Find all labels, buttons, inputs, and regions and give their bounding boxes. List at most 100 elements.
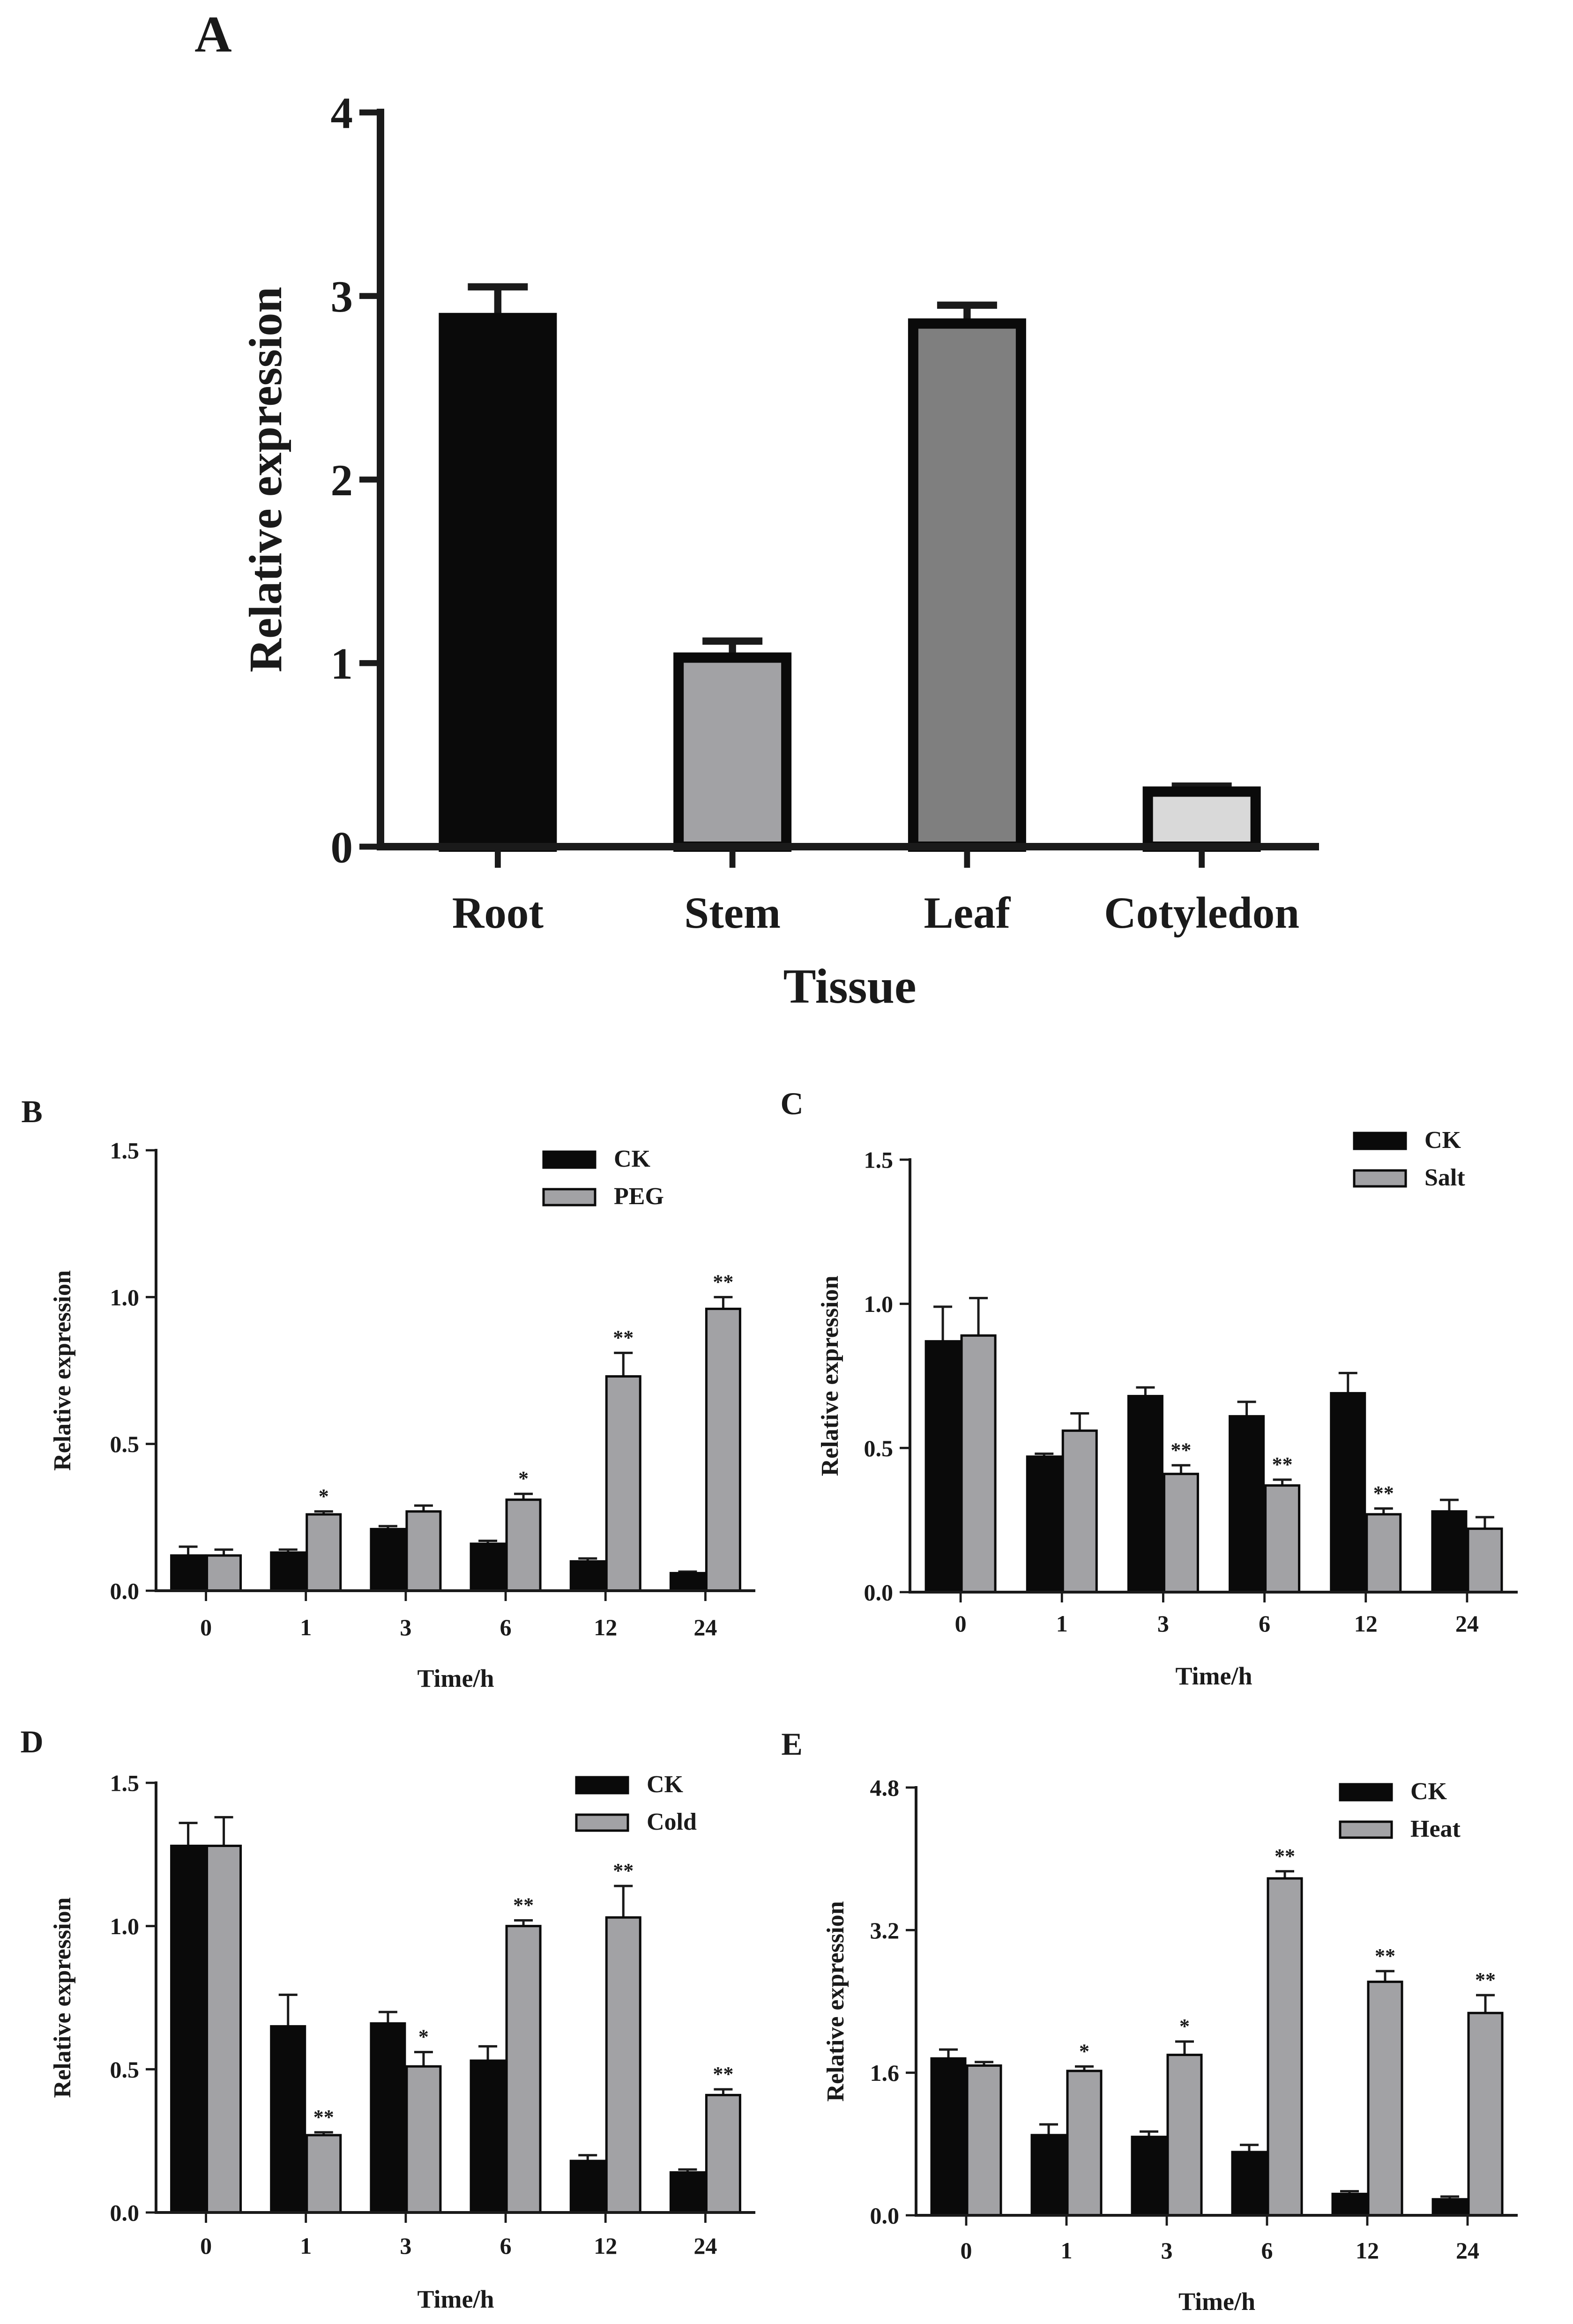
- significance-marker: *: [518, 1467, 529, 1490]
- bar-cold-12: [605, 1916, 641, 2214]
- legend-swatch-peg: [542, 1188, 596, 1207]
- bar-peg-3: [405, 1510, 442, 1592]
- x-tick-label: 3: [400, 2233, 411, 2259]
- x-tick-label: 3: [400, 1614, 411, 1640]
- bar-root: [439, 313, 557, 852]
- significance-marker: *: [1079, 2040, 1089, 2063]
- significance-marker: **: [713, 1270, 733, 1293]
- x-tick-label: Leaf: [924, 888, 1011, 938]
- x-tick-label: 12: [1356, 2237, 1379, 2264]
- y-tick-label: 1.5: [110, 1770, 140, 1796]
- x-tick-label: 6: [1261, 2237, 1273, 2264]
- bar-heat-24: [1467, 2011, 1504, 2217]
- x-tick-label: 0: [200, 1614, 212, 1640]
- x-tick-label: 1: [1056, 1610, 1068, 1637]
- y-tick-label: 2: [331, 455, 353, 505]
- bar-ck-0: [924, 1340, 961, 1594]
- x-tick-label: 6: [1259, 1610, 1270, 1637]
- legend-label-salt: Salt: [1424, 1164, 1465, 1191]
- bar-ck-12: [569, 2160, 606, 2214]
- x-tick-label: Root: [452, 888, 544, 938]
- y-tick-label: 4.8: [870, 1775, 900, 1801]
- panel-label: B: [21, 1094, 42, 1129]
- bar-ck-6: [1231, 2151, 1267, 2217]
- x-tick-label: 3: [1161, 2237, 1173, 2264]
- bar-ck-6: [470, 2059, 506, 2214]
- bar-heat-1: [1066, 2070, 1103, 2217]
- y-tick-label: 1.0: [864, 1291, 894, 1317]
- bar-salt-3: [1163, 1473, 1199, 1594]
- significance-marker: **: [1475, 1968, 1496, 1991]
- legend-label-ck: CK: [1424, 1127, 1461, 1154]
- y-axis-title: Relative expression: [49, 1897, 76, 2098]
- bar-ck-1: [1026, 1455, 1062, 1594]
- bar-ck-24: [1431, 2198, 1468, 2217]
- significance-marker: **: [513, 1893, 534, 1916]
- bar-ck-1: [270, 2025, 306, 2214]
- y-tick-label: 0.0: [110, 2200, 140, 2226]
- legend-swatch-cold: [575, 1813, 629, 1832]
- significance-marker: **: [1275, 1845, 1295, 1868]
- x-tick-label: 6: [500, 2233, 512, 2259]
- bar-ck-0: [170, 1844, 207, 2214]
- bar-ck-0: [930, 2057, 967, 2217]
- legend-swatch-heat: [1339, 1820, 1393, 1839]
- bar-ck-1: [270, 1551, 306, 1592]
- bar-peg-0: [206, 1554, 242, 1592]
- chart-panel-a: A 0 1 2 3 4 Root Stem Leaf Cotyledon Tissue Relativ…: [194, 6, 1319, 1013]
- significance-marker: *: [418, 2026, 429, 2048]
- legend-label-cold: Cold: [647, 1809, 697, 1835]
- legend-label-heat: Heat: [1410, 1816, 1461, 1842]
- y-tick-label: 1: [331, 639, 353, 689]
- bar-cold-3: [405, 2065, 442, 2214]
- x-axis-title: Time/h: [417, 2285, 494, 2313]
- legend-swatch-ck: [575, 1776, 629, 1795]
- bar-ck-0: [170, 1554, 207, 1592]
- bar-peg-12: [605, 1375, 641, 1592]
- legend-label-peg: PEG: [614, 1183, 664, 1210]
- legend-label-ck: CK: [647, 1771, 684, 1798]
- bar-heat-12: [1367, 1981, 1403, 2217]
- y-tick-label: 0.0: [110, 1578, 140, 1604]
- x-tick-label: 0: [955, 1610, 967, 1637]
- y-tick-label: 0: [331, 822, 353, 872]
- y-tick-label: 1.5: [864, 1147, 894, 1173]
- x-tick-label: 12: [1354, 1610, 1378, 1637]
- y-tick-label: 1.6: [870, 2060, 900, 2086]
- x-tick-label: 1: [300, 2233, 312, 2259]
- x-tick-label: 12: [594, 2233, 617, 2259]
- bar-salt-1: [1061, 1429, 1098, 1594]
- x-tick-label: Cotyledon: [1104, 888, 1299, 938]
- bar-heat-3: [1166, 2054, 1203, 2217]
- bar-ck-12: [569, 1560, 606, 1592]
- bar-heat-6: [1267, 1877, 1303, 2217]
- significance-marker: **: [613, 1326, 634, 1349]
- y-axis-title: Relative expression: [817, 1275, 843, 1476]
- x-tick-label: 6: [500, 1614, 512, 1640]
- significance-marker: *: [1179, 2015, 1190, 2038]
- bar-ck-24: [669, 2171, 706, 2214]
- bar-salt-12: [1365, 1513, 1402, 1594]
- x-tick-label: 3: [1157, 1610, 1169, 1637]
- x-tick-label: Stem: [684, 888, 781, 938]
- bar-cold-24: [705, 2093, 741, 2214]
- bar-ck-6: [470, 1542, 506, 1592]
- y-tick-label: 1.5: [110, 1138, 140, 1164]
- bar-ck-3: [370, 1527, 406, 1592]
- bar-ck-3: [1127, 1395, 1163, 1594]
- panel-label: D: [20, 1724, 43, 1759]
- bar-salt-24: [1467, 1527, 1503, 1594]
- bar-heat-0: [966, 2064, 1002, 2217]
- significance-marker: **: [1170, 1438, 1191, 1461]
- x-tick-label: 24: [693, 2233, 717, 2259]
- bar-ck-12: [1330, 1392, 1366, 1594]
- significance-marker: **: [313, 2106, 334, 2129]
- legend-label-ck: CK: [614, 1146, 651, 1172]
- significance-marker: *: [319, 1485, 329, 1508]
- significance-marker: **: [713, 2063, 733, 2086]
- significance-marker: **: [1373, 1482, 1394, 1505]
- bar-salt-0: [960, 1334, 997, 1594]
